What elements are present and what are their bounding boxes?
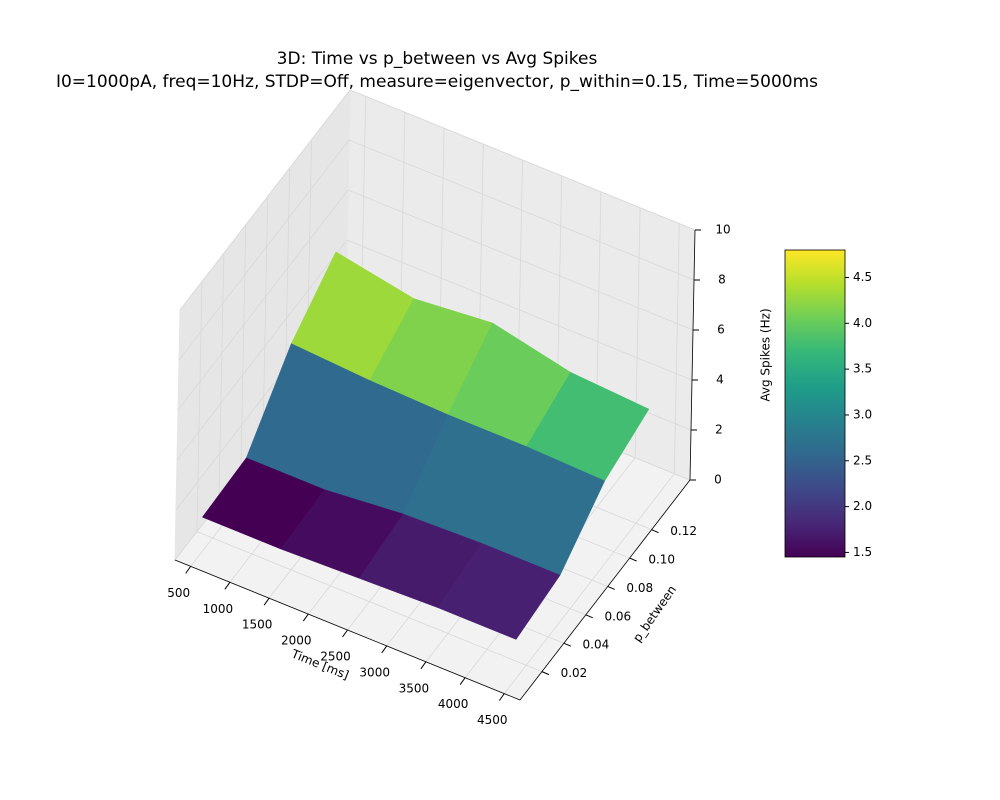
x-tick-label: 3000 <box>359 665 390 679</box>
grid-line <box>349 89 696 231</box>
colorbar-tick-label: 2.5 <box>853 453 872 467</box>
grid-line <box>218 253 225 504</box>
x-tick <box>224 581 231 590</box>
z-tick-label: 2 <box>715 423 723 437</box>
z-axis-label: Avg Spikes (Hz) <box>759 308 773 401</box>
x-tick <box>381 645 388 654</box>
colorbar <box>784 249 846 558</box>
grid-line <box>196 281 203 532</box>
x-tick-label: 4000 <box>438 697 469 711</box>
x-tick <box>459 677 466 686</box>
x-tick-label: 1000 <box>203 602 234 616</box>
y-tick-label: 0.06 <box>604 609 631 623</box>
x-tick <box>302 613 309 622</box>
grid-line <box>240 224 247 475</box>
y-tick-label: 0.12 <box>670 524 697 538</box>
y-tick-label: 0.02 <box>561 666 588 680</box>
x-axis <box>174 559 521 701</box>
y-tick <box>607 585 615 590</box>
y-tick <box>563 642 572 647</box>
x-tick-label: 3500 <box>399 681 430 695</box>
z-tick-label: 10 <box>715 223 730 237</box>
y-tick <box>629 557 637 562</box>
y-tick-label: 0.10 <box>648 553 675 567</box>
y-tick <box>651 529 659 534</box>
grid-line <box>179 89 351 311</box>
chart-title: 3D: Time vs p_between vs Avg Spikes <box>277 49 598 69</box>
colorbar-tick-label: 2.0 <box>853 499 872 513</box>
grid-line <box>673 223 680 474</box>
grid-line <box>177 189 349 411</box>
chart-subtitle: I0=1000pA, freq=10Hz, STDP=Off, measure=… <box>56 72 818 92</box>
y-axis <box>519 479 691 701</box>
grid-line <box>176 239 348 461</box>
z-tick-label: 8 <box>718 273 726 287</box>
x-tick <box>263 597 270 606</box>
colorbar-tick-label: 1.5 <box>853 545 872 559</box>
x-tick <box>185 566 192 574</box>
colorbar-tick-label: 3.0 <box>853 407 872 421</box>
grid-line <box>262 196 269 447</box>
y-tick-label: 0.08 <box>626 581 653 595</box>
x-tick <box>342 629 348 638</box>
colorbar-tick-label: 3.5 <box>853 362 872 376</box>
y-tick <box>541 671 550 676</box>
z-tick-label: 4 <box>716 373 724 387</box>
grid-line <box>346 239 693 381</box>
grid-line <box>347 189 694 331</box>
grid-line <box>178 139 350 361</box>
x-tick-label: 500 <box>167 586 190 600</box>
z-tick-label: 0 <box>714 473 722 487</box>
z-axis <box>689 229 696 481</box>
x-tick-label: 4500 <box>477 713 508 727</box>
colorbar-tick-label: 4.0 <box>853 316 872 330</box>
x-tick <box>498 693 505 701</box>
grid-line <box>196 531 543 672</box>
grid-line <box>348 139 695 281</box>
y-tick-label: 0.04 <box>583 638 610 652</box>
x-tick-label: 2000 <box>281 634 312 648</box>
colorbar-tick-label: 4.5 <box>853 270 872 284</box>
y-tick <box>585 614 594 619</box>
x-tick-label: 2500 <box>320 650 351 664</box>
x-tick-label: 1500 <box>242 618 273 632</box>
z-tick-label: 6 <box>717 323 725 337</box>
surface-face <box>437 543 561 640</box>
grid-line <box>504 473 675 694</box>
x-tick <box>420 661 427 670</box>
